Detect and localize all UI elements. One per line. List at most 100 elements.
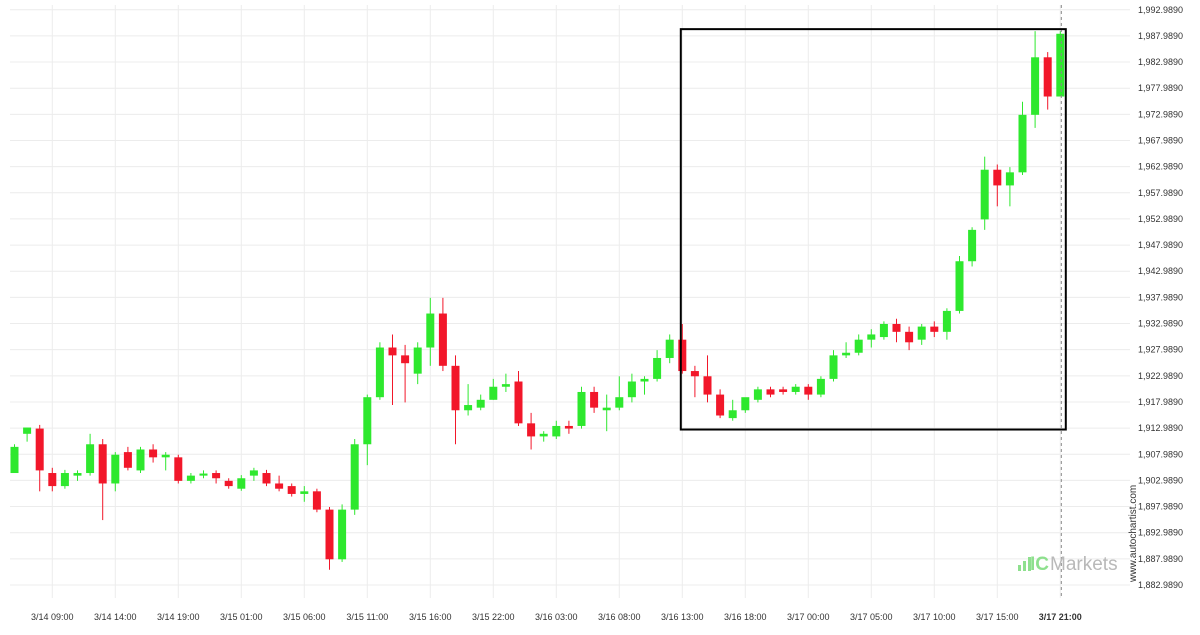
candle-body [678,339,687,372]
candle-body [212,473,221,479]
candle-body [1005,172,1014,186]
candle-body [690,371,699,377]
candle-body [262,473,271,484]
y-tick-label: 1,932.9890 [1138,319,1183,329]
candle-body [426,313,435,348]
candle-body [514,381,523,424]
candle-body [867,334,876,340]
y-tick-label: 1,907.9890 [1138,449,1183,459]
candle-body [741,397,750,411]
y-tick-label: 1,972.9890 [1138,109,1183,119]
x-tick-label: 3/17 10:00 [913,612,956,622]
candle-body [703,376,712,395]
x-tick-label: 3/14 09:00 [31,612,74,622]
y-tick-label: 1,967.9890 [1138,135,1183,145]
candle-body [1056,33,1065,97]
candle-body [489,386,498,400]
candle-body [854,339,863,353]
pattern-box [679,28,1067,431]
y-tick-label: 1,947.9890 [1138,240,1183,250]
y-tick-label: 1,962.9890 [1138,162,1183,172]
candle-body [779,389,788,392]
candle-body [753,389,762,400]
x-tick-label: 3/14 14:00 [94,612,137,622]
candle-body [501,384,510,387]
x-axis: 3/14 09:00 3/14 14:00 3/14 19:00 3/15 01:00… [31,612,1082,622]
candle-body [1031,57,1040,115]
candle-body [968,229,977,262]
candle-body [149,449,158,458]
candle-body [892,323,901,332]
candle-body [942,310,951,332]
y-axis: 1,992.9890 1,987.9890 1,982.9890 1,977.9890… [1138,5,1183,590]
candle-body [816,378,825,395]
candle-body [539,433,548,437]
candle-body [451,365,460,411]
candle-body [842,352,851,356]
candle-body [627,381,636,398]
pattern-box-layer [679,5,1067,598]
candle-body [602,407,611,411]
candle-body [388,347,397,356]
candle-body [123,452,132,468]
candle-body [905,331,914,343]
candle-body [350,444,359,510]
candle-body [10,446,19,474]
candle-body [879,323,888,338]
candle-body [829,355,838,379]
y-tick-label: 1,902.9890 [1138,475,1183,485]
candle-body [665,339,674,358]
candle-body [60,473,69,487]
candle-body [640,378,649,382]
candle-body [111,454,120,484]
x-tick-label: 3/17 05:00 [850,612,893,622]
y-tick-label: 1,927.9890 [1138,345,1183,355]
candle-body [224,480,233,487]
candle-body [275,483,284,489]
candle-body [35,428,44,471]
candle-body [98,444,107,484]
candle-body [577,391,586,426]
candle-body [363,397,372,445]
x-tick-label: 3/15 11:00 [346,612,388,622]
candle-body [955,261,964,311]
candle-body [325,509,334,560]
candle-body [564,425,573,429]
candle-body [791,386,800,392]
candle-body [174,457,183,481]
brand-suffix-text: Markets [1050,554,1118,575]
y-tick-label: 1,897.9890 [1138,502,1183,512]
candle-body [199,473,208,476]
x-tick-label: 3/14 19:00 [157,612,200,622]
candle-body [993,169,1002,186]
candle-body [766,389,775,395]
candle-body [186,475,195,481]
y-tick-label: 1,892.9890 [1138,528,1183,538]
y-tick-label: 1,952.9890 [1138,214,1183,224]
candle-body [527,423,536,437]
x-tick-label: 3/16 03:00 [535,612,578,622]
candle-body [615,397,624,408]
brand-logo-icon [1018,557,1031,571]
candle-body [716,394,725,416]
candle-body [930,326,939,332]
x-tick-label: 3/15 22:00 [472,612,515,622]
brand-watermark: IC Markets [1018,554,1118,575]
x-tick-label: 3/17 21:00 [1039,612,1082,622]
brand-prefix-text: IC [1030,554,1049,575]
x-tick-label: 3/17 00:00 [787,612,830,622]
x-tick-label: 3/17 15:00 [976,612,1019,622]
candle-body [653,357,662,379]
y-tick-label: 1,942.9890 [1138,266,1183,276]
y-tick-label: 1,982.9890 [1138,57,1183,67]
x-tick-label: 3/16 18:00 [724,612,767,622]
candle-body [23,427,32,434]
candle-body [300,491,309,494]
candle-body [1043,57,1052,97]
candle-body [917,326,926,340]
y-tick-label: 1,917.9890 [1138,397,1183,407]
candle-body [48,473,57,487]
y-tick-label: 1,937.9890 [1138,292,1183,302]
